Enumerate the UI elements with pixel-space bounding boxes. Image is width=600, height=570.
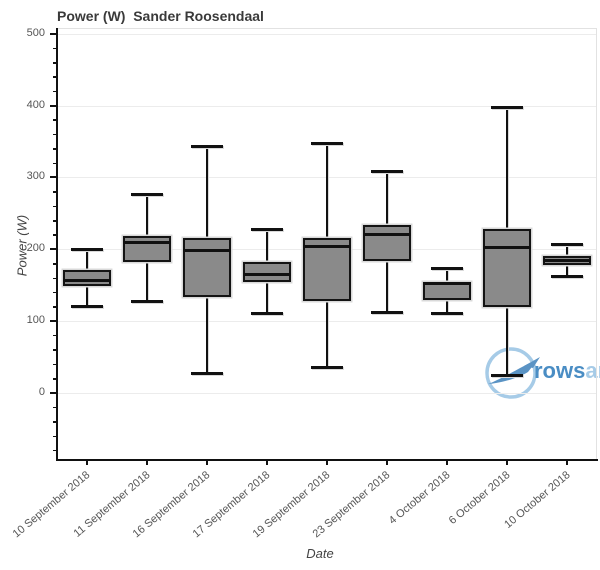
y-minor-tick (53, 421, 57, 423)
whisker-cap-high (131, 193, 163, 197)
x-tick (206, 459, 208, 465)
box-plot[interactable] (363, 224, 411, 261)
y-tick (50, 104, 57, 107)
y-minor-tick (53, 334, 57, 337)
x-axis-title: Date (306, 546, 334, 561)
y-minor-tick (53, 263, 57, 265)
median-line (243, 272, 291, 276)
y-minor-tick (53, 220, 57, 222)
y-minor-tick (53, 205, 57, 208)
whisker-cap-low (71, 305, 103, 309)
gridline (57, 105, 597, 107)
y-minor-tick (53, 47, 57, 50)
y-tick-label: 100 (26, 314, 45, 327)
median-line (483, 245, 531, 249)
gridline (57, 33, 597, 35)
whisker-cap-low (551, 275, 583, 278)
x-tick (326, 459, 328, 465)
box-plot[interactable] (303, 237, 351, 301)
box-plot[interactable] (483, 229, 531, 308)
y-minor-tick (53, 62, 57, 64)
median-line (303, 244, 351, 248)
x-tick (566, 459, 568, 465)
y-minor-tick (53, 76, 57, 78)
whisker-cap-high (251, 228, 283, 232)
y-minor-tick (53, 363, 57, 366)
y-minor-tick (53, 406, 57, 409)
y-minor-tick (53, 349, 57, 351)
y-tick-label: 400 (26, 98, 45, 111)
whisker-cap-high (191, 145, 223, 148)
whisker-cap-high (71, 247, 103, 251)
median-line (183, 248, 231, 252)
y-tick-label: 0 (38, 385, 45, 398)
gridline (57, 392, 597, 394)
x-tick-label: 4 October 2018 (386, 469, 453, 527)
y-tick-label: 200 (26, 242, 45, 255)
y-minor-tick (53, 148, 57, 150)
whisker-cap-high (551, 242, 583, 246)
box-plot[interactable] (63, 270, 111, 286)
y-minor-tick (53, 277, 57, 280)
whisker-cap-high (311, 142, 343, 146)
plot-border (57, 28, 597, 459)
y-tick (50, 248, 57, 251)
y-minor-tick (53, 162, 57, 165)
whisker-cap-low (431, 312, 463, 316)
x-tick-label: 6 October 2018 (446, 469, 513, 527)
x-tick (146, 459, 148, 465)
x-tick (266, 459, 268, 465)
watermark-text-dark: rows (534, 358, 586, 383)
whisker-cap-low (371, 311, 403, 314)
whisker-cap-low (191, 372, 223, 375)
y-minor-tick (53, 306, 57, 308)
y-axis-line (56, 28, 58, 459)
y-minor-tick (53, 90, 57, 93)
y-minor-tick (53, 291, 57, 294)
y-tick (50, 391, 57, 394)
whisker-cap-low (131, 299, 163, 303)
rowsandall-logo-icon (485, 347, 540, 399)
y-minor-tick (53, 234, 57, 236)
y-minor-tick (53, 119, 57, 121)
box-plot[interactable] (183, 237, 231, 298)
x-tick-label: 10 October 2018 (502, 469, 573, 531)
median-line (543, 259, 591, 263)
median-line (63, 278, 111, 282)
y-tick (50, 320, 57, 323)
y-minor-tick (53, 449, 57, 452)
y-tick (50, 32, 57, 35)
x-tick (86, 459, 88, 465)
whisker-cap-low (491, 374, 523, 378)
median-line (423, 282, 471, 286)
y-minor-tick (53, 191, 57, 193)
whisker-cap-high (371, 170, 403, 174)
x-tick (506, 459, 508, 465)
y-minor-tick (53, 378, 57, 380)
y-minor-tick (53, 133, 57, 136)
y-tick-label: 500 (26, 26, 45, 39)
x-tick (446, 459, 448, 465)
y-tick (50, 176, 57, 179)
whisker-cap-high (491, 106, 523, 110)
whisker-cap-high (431, 267, 463, 271)
chart-title: Power (W) Sander Roosendaal (57, 8, 264, 24)
y-axis-title: Power (W) (14, 214, 30, 277)
whisker-cap-low (311, 366, 343, 370)
rowsandall-watermark: rowsandall (478, 342, 600, 404)
x-tick (386, 459, 388, 465)
median-line (363, 232, 411, 236)
whisker-cap-low (251, 312, 283, 316)
y-minor-tick (53, 435, 57, 438)
box-plot[interactable] (123, 235, 171, 263)
y-tick-label: 300 (26, 170, 45, 183)
box-plot[interactable] (243, 261, 291, 283)
median-line (123, 241, 171, 245)
